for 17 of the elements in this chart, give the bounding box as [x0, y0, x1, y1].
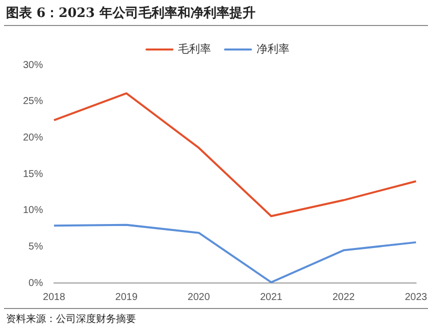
x-tick-label: 2018 — [42, 292, 66, 303]
y-tick-label: 30% — [23, 60, 44, 71]
y-tick-label: 20% — [23, 132, 44, 144]
x-tick-label: 2021 — [260, 292, 283, 303]
chart-title: 图表 6：2023 年公司毛利率和净利率提升 — [6, 4, 256, 22]
legend-label: 净利率 — [256, 42, 290, 56]
y-tick-label: 0% — [28, 278, 44, 289]
y-tick-label: 5% — [28, 241, 44, 252]
x-tick-label: 2022 — [332, 292, 356, 303]
y-tick-label: 10% — [23, 205, 44, 216]
x-tick-label: 2023 — [404, 292, 428, 303]
x-tick-label: 2020 — [188, 292, 210, 303]
x-tick-label: 2019 — [115, 292, 138, 303]
text: 资料来源：公司深度财务摘要 — [6, 312, 136, 326]
legend-label: 毛利率 — [178, 42, 211, 56]
y-tick-label: 15% — [23, 168, 44, 180]
y-tick-label: 25% — [23, 96, 44, 108]
